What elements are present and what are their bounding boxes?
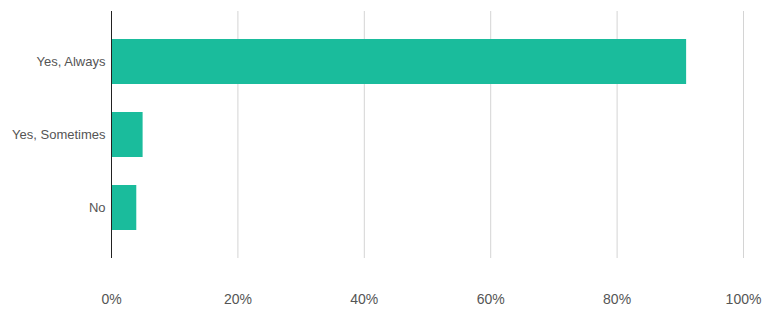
svg-text:20%: 20%: [224, 291, 252, 307]
svg-text:60%: 60%: [477, 291, 505, 307]
svg-text:80%: 80%: [603, 291, 631, 307]
svg-text:Yes, Sometimes: Yes, Sometimes: [12, 127, 106, 142]
svg-text:Yes, Always: Yes, Always: [37, 54, 106, 69]
svg-text:100%: 100%: [726, 291, 762, 307]
svg-text:0%: 0%: [101, 291, 121, 307]
svg-text:40%: 40%: [350, 291, 378, 307]
svg-text:No: No: [89, 200, 106, 215]
